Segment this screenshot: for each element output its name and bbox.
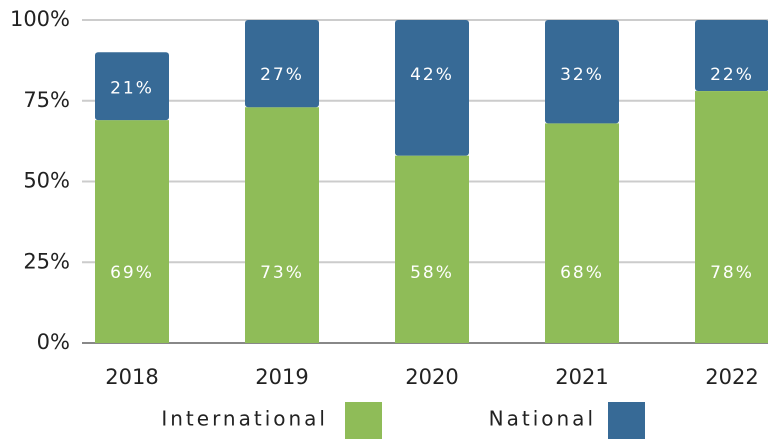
y-tick-label: 25%: [23, 249, 70, 273]
legend-label: International: [161, 407, 328, 431]
data-label: 32%: [560, 65, 604, 85]
data-label: 69%: [110, 263, 154, 283]
legend-swatch: [608, 402, 645, 439]
y-tick-label: 100%: [10, 7, 70, 31]
bar-segment: [245, 20, 319, 108]
data-label: 22%: [710, 65, 754, 85]
bar-segment: [245, 107, 319, 344]
legend-label: National: [489, 407, 596, 431]
x-tick-label: 2021: [555, 365, 608, 389]
bar-segment: [695, 20, 768, 92]
data-label: 21%: [110, 78, 154, 98]
data-label: 42%: [410, 65, 454, 85]
y-tick-label: 75%: [23, 88, 70, 112]
y-tick-label: 0%: [37, 330, 70, 354]
bar-segment: [395, 20, 469, 156]
data-label: 73%: [260, 263, 304, 283]
bar-segment: [95, 120, 169, 343]
x-tick-label: 2018: [105, 365, 158, 389]
data-label: 58%: [410, 263, 454, 283]
x-tick-label: 2022: [705, 365, 758, 389]
data-label: 27%: [260, 65, 304, 85]
legend-swatch: [345, 402, 382, 439]
x-tick-label: 2019: [255, 365, 308, 389]
bar-segment: [545, 20, 619, 124]
bar-segment: [395, 155, 469, 343]
data-label: 78%: [710, 263, 754, 283]
y-tick-label: 50%: [23, 169, 70, 193]
data-label: 68%: [560, 263, 604, 283]
bar-segment: [545, 123, 619, 343]
bar-segment: [695, 91, 768, 343]
x-tick-label: 2020: [405, 365, 458, 389]
bar-segment: [95, 52, 169, 121]
